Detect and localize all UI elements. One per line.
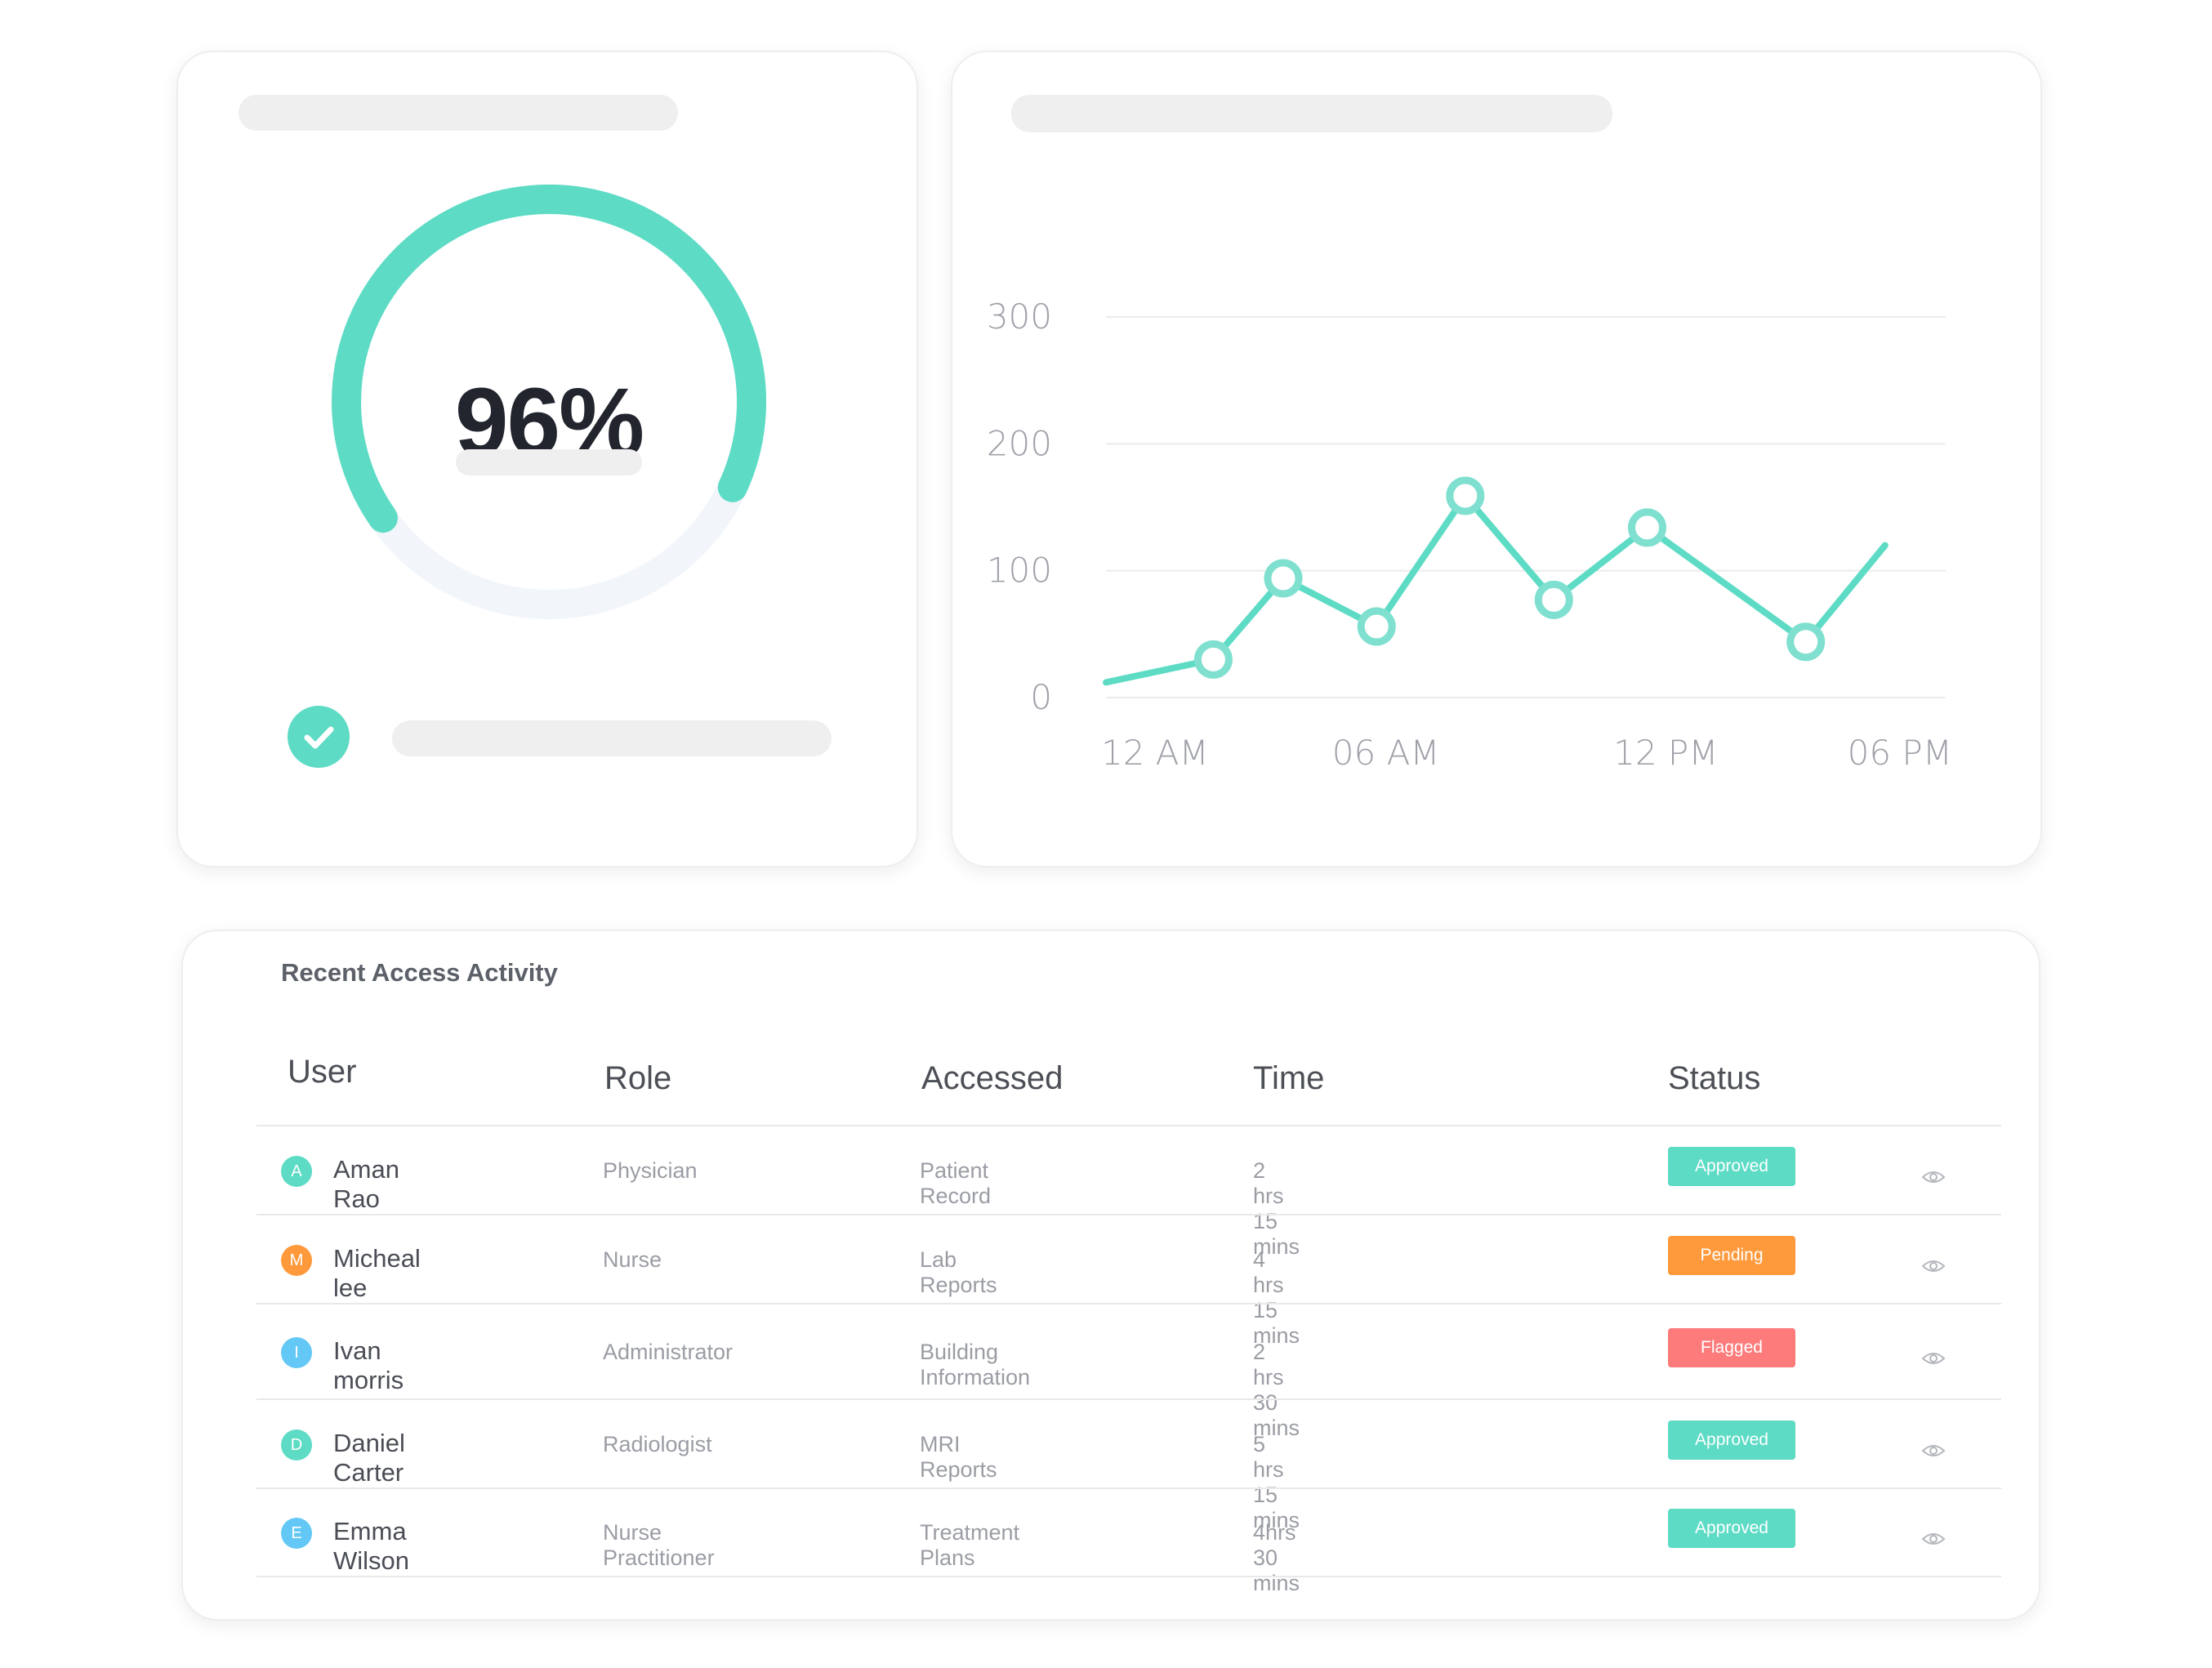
time-cell: 4 hrs 15 mins xyxy=(1253,1247,1300,1348)
eye-icon[interactable] xyxy=(1921,1442,1946,1460)
gauge-status-placeholder xyxy=(392,720,832,756)
gauge-fill xyxy=(332,184,767,533)
user-name: Daniel Carter xyxy=(333,1428,405,1487)
column-header-time: Time xyxy=(1253,1060,1325,1096)
user-name: Emma Wilson xyxy=(333,1517,410,1575)
avatar: I xyxy=(281,1336,312,1368)
chart-card: 0 100 200 300 12 AM 06 AM 12 PM 06 PM xyxy=(951,51,2042,867)
time-cell: 4hrs 30 mins xyxy=(1253,1520,1300,1595)
data-point[interactable] xyxy=(1193,640,1233,679)
header-divider xyxy=(256,1125,2001,1126)
avatar: A xyxy=(281,1155,312,1187)
avatar: E xyxy=(281,1518,312,1549)
avatar: D xyxy=(281,1429,312,1461)
column-header-accessed: Accessed xyxy=(921,1060,1064,1096)
gauge-title-placeholder xyxy=(239,95,678,131)
user-name: Aman Rao xyxy=(333,1154,399,1213)
role-cell: Administrator xyxy=(603,1339,734,1364)
time-cell: 2 hrs 15 mins xyxy=(1253,1157,1300,1259)
check-badge xyxy=(288,706,350,768)
column-header-status: Status xyxy=(1668,1060,1761,1096)
y-tick-label: 300 xyxy=(987,297,1052,337)
status-badge: Approved xyxy=(1668,1420,1795,1460)
accessed-cell: Building Information xyxy=(920,1339,1031,1389)
accessed-cell: Patient Record xyxy=(920,1157,992,1208)
status-badge: Pending xyxy=(1668,1235,1795,1275)
role-cell: Physician xyxy=(603,1157,698,1183)
status-badge: Approved xyxy=(1668,1509,1795,1548)
role-cell: Nurse Practitioner xyxy=(603,1520,715,1570)
gauge-card: 96% xyxy=(176,51,918,867)
y-tick-label: 100 xyxy=(987,551,1052,591)
accessed-cell: Treatment Plans xyxy=(920,1520,1020,1570)
row-divider xyxy=(256,1398,2001,1400)
check-icon xyxy=(304,726,334,749)
eye-icon[interactable] xyxy=(1921,1530,1946,1548)
line-chart: 0 100 200 300 12 AM 06 AM 12 PM 06 PM xyxy=(987,297,1952,773)
data-point[interactable] xyxy=(1446,476,1485,515)
chart-title-placeholder xyxy=(1011,95,1612,132)
accessed-cell: Lab Reports xyxy=(920,1247,997,1297)
x-tick-label: 12 AM xyxy=(1101,733,1209,773)
y-tick-label: 200 xyxy=(987,423,1052,463)
row-divider xyxy=(256,1487,2001,1489)
data-point[interactable] xyxy=(1786,622,1826,662)
eye-icon[interactable] xyxy=(1921,1257,1946,1275)
avatar: M xyxy=(281,1244,312,1276)
gauge-caption-placeholder xyxy=(456,449,642,475)
time-cell: 2 hrs 30 mins xyxy=(1253,1339,1300,1440)
recent-access-activity-card: Recent Access Activity User Role Accesse… xyxy=(181,930,2040,1621)
eye-icon[interactable] xyxy=(1921,1168,1946,1186)
data-point[interactable] xyxy=(1357,607,1396,646)
column-header-user: User xyxy=(288,1054,357,1090)
data-point[interactable] xyxy=(1264,559,1303,598)
role-cell: Radiologist xyxy=(603,1431,712,1456)
x-tick-label: 06 PM xyxy=(1848,733,1952,773)
row-divider xyxy=(256,1303,2001,1305)
role-cell: Nurse xyxy=(603,1247,662,1272)
status-badge: Flagged xyxy=(1668,1327,1795,1367)
column-header-role: Role xyxy=(604,1060,672,1096)
data-point[interactable] xyxy=(1534,580,1573,619)
gauge-ring xyxy=(331,184,767,619)
data-point[interactable] xyxy=(1628,508,1666,547)
eye-icon[interactable] xyxy=(1921,1349,1946,1367)
x-tick-label: 06 AM xyxy=(1332,733,1440,773)
user-name: Micheal lee xyxy=(333,1243,421,1302)
x-tick-label: 12 PM xyxy=(1613,733,1718,773)
y-tick-label: 0 xyxy=(1030,677,1052,717)
user-name: Ivan morris xyxy=(333,1336,404,1394)
section-title: Recent Access Activity xyxy=(281,958,558,987)
row-divider xyxy=(256,1214,2001,1215)
status-badge: Approved xyxy=(1668,1146,1795,1186)
accessed-cell: MRI Reports xyxy=(920,1431,997,1482)
row-divider xyxy=(256,1576,2001,1577)
time-cell: 5 hrs 15 mins xyxy=(1253,1431,1300,1532)
